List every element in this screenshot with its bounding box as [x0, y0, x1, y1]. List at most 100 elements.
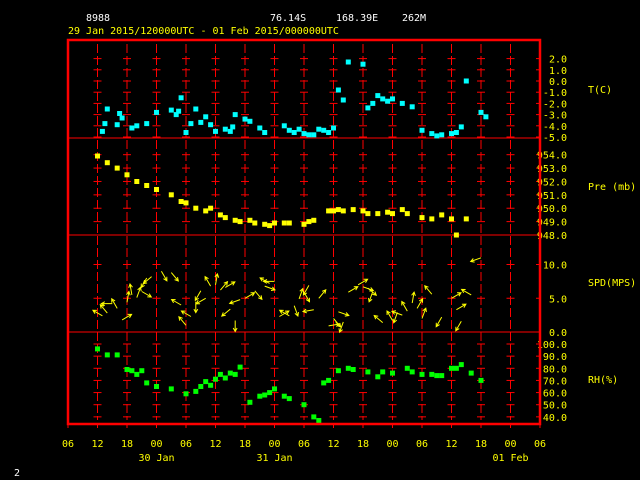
- humidity-point: [404, 365, 410, 371]
- temperature-point: [208, 122, 214, 128]
- temperature-point: [117, 111, 123, 116]
- wind-arrow: [338, 321, 344, 334]
- wind-arrow: [126, 290, 131, 303]
- station-longitude: 168.39E: [336, 13, 378, 24]
- humidity-point: [345, 365, 351, 371]
- temperature-point: [409, 104, 415, 110]
- humidity-point: [281, 393, 287, 399]
- pressure-point: [335, 207, 341, 213]
- temperature-point: [365, 105, 371, 111]
- wind-arrow: [142, 276, 152, 285]
- x-tick-label: 12: [209, 439, 221, 450]
- humidity-point: [365, 369, 371, 375]
- pressure-point: [311, 217, 317, 223]
- wind-arrow: [91, 309, 103, 317]
- pressure-point: [272, 220, 277, 226]
- y-tick-label: -4.0: [543, 122, 567, 133]
- pressure-point: [350, 207, 356, 213]
- wind-arrow: [100, 301, 113, 307]
- temperature-point: [286, 127, 292, 133]
- y-tick-label: 948.0: [537, 231, 567, 242]
- series-label: RH(%): [588, 375, 618, 386]
- humidity-point: [208, 382, 214, 388]
- y-tick-label: 0.0: [549, 77, 567, 88]
- wind-arrow: [401, 300, 408, 312]
- pressure-point: [331, 208, 336, 214]
- wind-arrow: [368, 291, 374, 303]
- temperature-point: [375, 93, 381, 99]
- y-tick-label: 90.0: [543, 352, 567, 363]
- pressure-point: [95, 153, 100, 159]
- temperature-point: [168, 107, 174, 113]
- humidity-point: [203, 379, 209, 385]
- temperature-point: [429, 131, 435, 137]
- wind-arrow: [121, 313, 133, 321]
- wind-arrow: [141, 291, 153, 298]
- temperature-point: [370, 100, 376, 106]
- pressure-point: [267, 223, 273, 229]
- humidity-point: [326, 377, 332, 383]
- humidity-point: [458, 362, 464, 368]
- pressure-point: [419, 215, 425, 221]
- wind-arrow: [214, 272, 220, 285]
- pressure-point: [217, 212, 223, 218]
- temperature-point: [119, 115, 125, 121]
- temperature-point: [340, 97, 346, 103]
- temperature-point: [257, 125, 263, 131]
- y-tick-label: 60.0: [543, 389, 567, 400]
- wind-arrow: [194, 290, 202, 302]
- wind-arrow: [136, 286, 142, 298]
- y-tick-label: 40.0: [543, 413, 567, 424]
- time-period: 29 Jan 2015/120000UTC - 01 Feb 2015/0000…: [68, 26, 339, 37]
- humidity-point: [154, 384, 159, 389]
- station-id: 8988: [86, 13, 110, 24]
- pressure-point: [340, 208, 346, 214]
- temperature-point: [449, 131, 454, 137]
- wind-arrow: [421, 307, 427, 319]
- temperature-point: [154, 109, 159, 115]
- pressure-point: [365, 211, 371, 217]
- wind-arrow: [279, 310, 290, 317]
- y-tick-label: 0.0: [549, 328, 567, 339]
- humidity-point: [222, 375, 228, 381]
- x-tick-label: 18: [357, 439, 369, 450]
- temperature-point: [193, 106, 199, 112]
- wind-arrow: [99, 303, 108, 314]
- temperature-point: [331, 125, 336, 131]
- wind-arrow: [416, 297, 424, 309]
- y-tick-label: 80.0: [543, 364, 567, 375]
- wind-arrow: [302, 285, 310, 296]
- wind-arrow: [392, 312, 398, 324]
- y-tick-label: 5.0: [549, 294, 567, 305]
- humidity-point: [95, 346, 100, 352]
- wind-arrow: [228, 299, 241, 305]
- humidity-point: [419, 371, 425, 377]
- humidity-point: [267, 390, 273, 396]
- temperature-point: [311, 132, 317, 138]
- humidity-point: [478, 377, 484, 383]
- humidity-point: [453, 365, 459, 371]
- wind-arrow: [195, 297, 206, 305]
- temperature-point: [102, 121, 108, 127]
- humidity-point: [198, 384, 204, 389]
- y-tick-label: 100.0: [537, 340, 567, 351]
- pressure-point: [286, 220, 292, 226]
- temperature-point: [188, 121, 194, 127]
- humidity-point: [286, 396, 292, 402]
- wind-arrow: [128, 282, 133, 295]
- pressure-point: [104, 160, 110, 166]
- temperature-point: [326, 130, 332, 135]
- humidity-point: [439, 373, 445, 379]
- humidity-point: [257, 393, 263, 399]
- x-tick-label: 18: [239, 439, 251, 450]
- pressure-point: [168, 192, 174, 198]
- x-date-label: 30 Jan: [138, 453, 174, 464]
- humidity-point: [183, 391, 189, 397]
- y-tick-label: 10.0: [543, 261, 567, 272]
- y-tick-label: 953.0: [537, 164, 567, 175]
- y-tick-label: 2.0: [549, 55, 567, 66]
- pressure-point: [262, 221, 268, 227]
- temperature-point: [419, 127, 425, 133]
- temperature-point: [99, 128, 105, 134]
